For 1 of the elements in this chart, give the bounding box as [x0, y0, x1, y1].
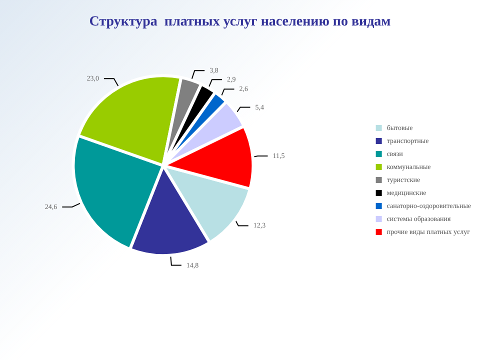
chart-title: Структура платных услуг населению по видам [89, 14, 392, 30]
